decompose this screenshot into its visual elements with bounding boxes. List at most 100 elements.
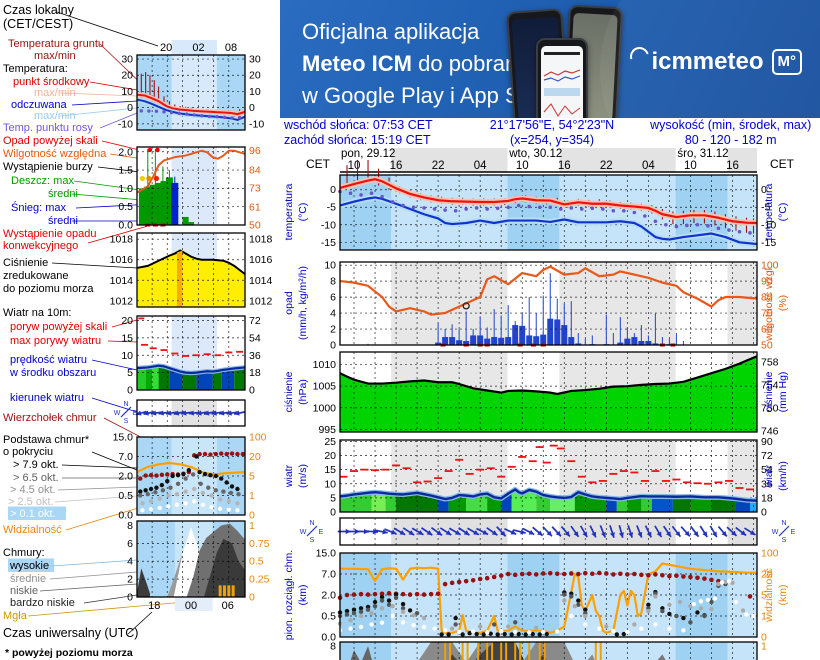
y-tick-right: 1 xyxy=(249,490,255,502)
y-tick-left: 0 xyxy=(330,184,336,196)
data-dot xyxy=(200,502,206,508)
wind-arrow-head xyxy=(408,530,415,536)
legend-max-porywy: max porywy wiatru xyxy=(10,335,101,347)
y-tick-left: 8 xyxy=(330,276,336,288)
data-dot xyxy=(583,622,588,627)
data-dot xyxy=(582,570,588,576)
y-tick-left: 0.5 xyxy=(321,611,336,623)
legend-pointer-line xyxy=(111,319,138,328)
y-tick-right: 80 xyxy=(761,292,773,304)
data-dot xyxy=(730,580,735,586)
data-dot xyxy=(359,193,363,197)
wind-arrow-head xyxy=(573,531,579,537)
wind-arrow-head xyxy=(582,531,588,538)
data-dot xyxy=(453,615,458,621)
meteo-icm-app-banner[interactable]: Oficjalna aplikacja Meteo ICM do pobrani… xyxy=(280,0,820,118)
y-tick-right: -10 xyxy=(761,219,776,231)
data-dot xyxy=(157,496,162,501)
data-dot xyxy=(165,479,170,484)
data-dot xyxy=(709,599,714,605)
data-dot xyxy=(622,208,626,213)
data-dot xyxy=(229,484,235,489)
data-dot xyxy=(358,624,364,630)
compass-n: N xyxy=(123,401,128,408)
mini-clouds-chart: 8 6 4 2 0 1 0.75 0.5 0.25 0 18 00 06 xyxy=(127,520,269,612)
day-label: śro, 31.12 xyxy=(677,148,728,160)
legend-podstawa: Podstawa chmur* xyxy=(3,434,90,446)
legend-cisnienie2: zredukowane xyxy=(3,270,68,282)
data-dot xyxy=(698,606,704,611)
wind-arrow-head xyxy=(731,530,737,536)
y-tick-right: 36 xyxy=(761,478,773,490)
data-dot xyxy=(572,604,577,609)
data-dot xyxy=(400,601,406,607)
y-tick-right: 758 xyxy=(761,356,779,368)
y-tick-left: 2 xyxy=(330,324,336,336)
line xyxy=(778,525,790,537)
data-dot xyxy=(148,486,154,492)
legend-pointer-line xyxy=(91,397,138,413)
axis-title-unit: (km) xyxy=(297,585,309,606)
data-dot xyxy=(155,147,160,153)
y-tick-right: 1014 xyxy=(249,275,273,287)
mini-pressure-chart: 1018 1016 1014 1012 1018 1016 1014 1012 xyxy=(110,232,273,308)
data-dot xyxy=(526,571,532,577)
y-tick-left: 7.0 xyxy=(118,451,133,463)
legend-opad-konw: Wystąpienie opadu xyxy=(3,228,96,240)
data-dot xyxy=(351,611,357,616)
data-dot xyxy=(183,489,188,494)
y-tick-right: 72 xyxy=(249,315,261,327)
data-dot xyxy=(139,109,144,113)
data-dot xyxy=(213,473,219,479)
data-dot xyxy=(618,571,623,577)
wind-fill-segment xyxy=(152,365,159,390)
data-dot xyxy=(358,609,364,614)
pressure-border xyxy=(339,351,758,433)
data-dot xyxy=(583,607,588,612)
mini-wind-direction-border xyxy=(136,399,246,427)
legend-pointer-line xyxy=(54,495,138,503)
data-dot xyxy=(390,604,395,609)
data-dot xyxy=(348,626,353,631)
data-dot xyxy=(733,599,739,605)
data-dot xyxy=(667,626,672,631)
data-dot xyxy=(519,571,525,577)
data-dot xyxy=(495,206,500,211)
legend-odcz-maxmin: max/min xyxy=(34,110,76,122)
precip-bar xyxy=(155,182,163,225)
wind-arrow-head xyxy=(591,531,596,538)
wind-fill-segment xyxy=(234,367,245,390)
precip-bar xyxy=(160,181,168,225)
data-dot xyxy=(660,572,665,578)
y-tick-right: 1 xyxy=(249,520,255,532)
y-tick-left: 1014 xyxy=(110,275,134,287)
y-tick-right: 50 xyxy=(249,220,261,232)
y-tick-left: 15 xyxy=(121,332,133,344)
wind-arrow-head xyxy=(537,530,543,536)
y-tick-left: 1016 xyxy=(110,254,134,266)
data-dot xyxy=(674,613,679,619)
data-dot xyxy=(230,116,234,120)
wind-arrow-head xyxy=(510,529,517,535)
legend-burza: Wystąpienie burzy xyxy=(3,161,93,173)
data-dot xyxy=(664,222,668,227)
data-dot xyxy=(474,631,479,637)
y-tick-left: 1005 xyxy=(313,381,337,393)
legend-deszcz-max: Deszcz: max xyxy=(11,175,74,187)
data-dot xyxy=(506,624,511,629)
data-dot xyxy=(456,579,462,585)
data-dot xyxy=(740,608,746,613)
data-dot xyxy=(449,580,455,586)
data-dot xyxy=(217,506,223,511)
data-dot xyxy=(421,624,427,630)
wind-arrow-head xyxy=(417,529,424,535)
data-dot xyxy=(639,626,644,631)
data-dot xyxy=(513,629,518,635)
wind-fill-segment xyxy=(212,370,222,390)
y-tick-right: 61 xyxy=(249,202,261,214)
wind-fill-segment xyxy=(137,367,146,390)
legend-punkt-srodkowy: punkt środkowy xyxy=(13,76,90,88)
logo-text: icmmeteo xyxy=(651,48,764,75)
